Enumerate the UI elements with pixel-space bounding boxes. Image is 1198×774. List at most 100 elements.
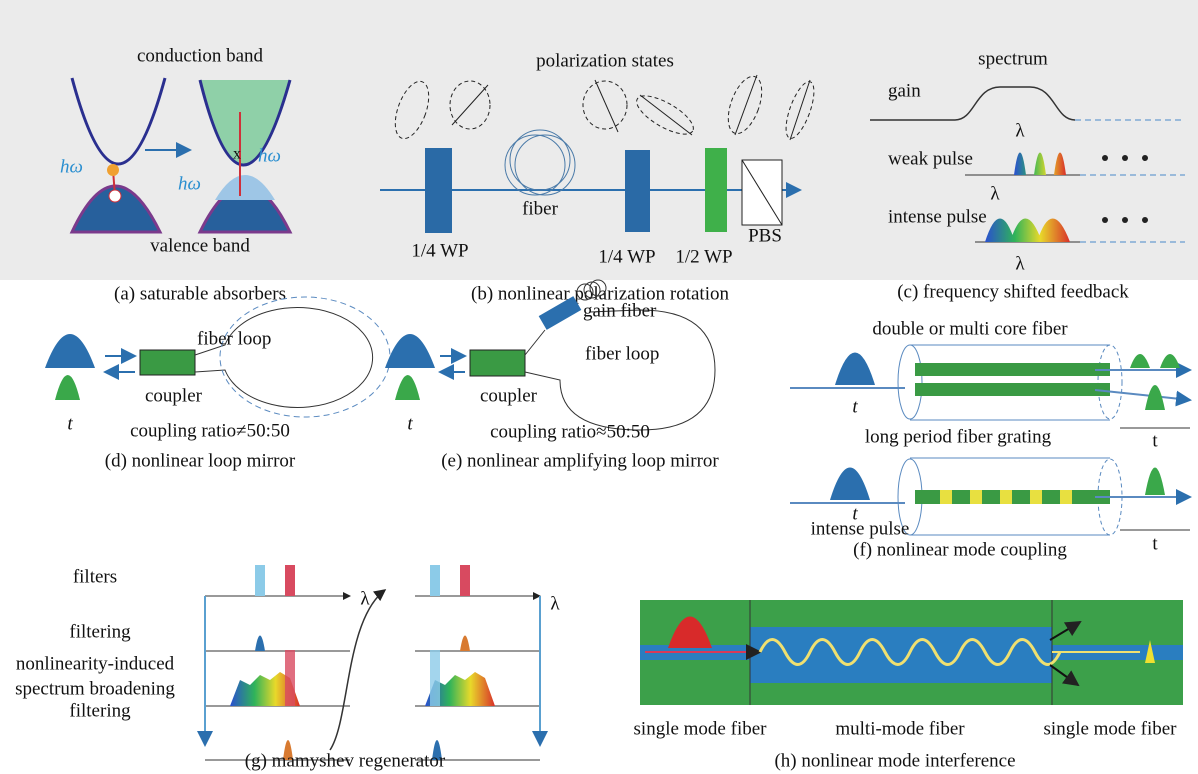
amplifying-loop-mirror-part	[525, 310, 715, 430]
label: single mode fiber	[1044, 718, 1178, 739]
label: coupler	[480, 385, 538, 406]
label: 1/4 WP	[411, 240, 468, 261]
frequency-spectrum-part	[1122, 155, 1128, 161]
label: 1/4 WP	[598, 246, 655, 267]
mode-coupling-part	[898, 345, 922, 419]
loop-mirror-part	[55, 375, 80, 400]
label: λ	[360, 588, 370, 609]
loop-mirror	[45, 297, 390, 417]
label: multi-mode fiber	[835, 718, 965, 739]
polarization-setup-part	[625, 150, 650, 232]
label: λ	[1015, 253, 1025, 274]
mode-coupling-part	[915, 383, 1110, 396]
label: fiber	[522, 198, 559, 219]
panel-caption: (a) saturable absorbers	[114, 283, 286, 304]
label: nonlinearity-induced	[16, 653, 175, 674]
label: conduction band	[137, 45, 264, 66]
label: single mode fiber	[634, 718, 768, 739]
label: t	[1152, 430, 1158, 451]
label: t	[852, 396, 858, 417]
frequency-spectrum-part	[1102, 155, 1108, 161]
photon-label: hω	[258, 145, 281, 166]
mamyshev-diagram	[205, 565, 540, 760]
loop-mirror-part	[220, 297, 390, 417]
loop-mirror-part	[195, 307, 373, 407]
label: λ	[990, 183, 1000, 204]
label: t	[1152, 533, 1158, 554]
label: valence band	[150, 235, 250, 256]
label: gain fiber	[583, 300, 657, 321]
label: spectrum	[978, 48, 1048, 69]
mamyshev-diagram-part	[255, 565, 265, 596]
band-diagram-part: x	[233, 146, 241, 163]
label: double or multi core fiber	[872, 318, 1068, 339]
polarization-setup-part	[425, 148, 452, 233]
label: filtering	[69, 700, 131, 721]
mamyshev-diagram-part	[430, 650, 440, 706]
frequency-spectrum-part	[1122, 217, 1128, 223]
photon-label: hω	[60, 156, 83, 177]
mode-coupling-part	[1145, 468, 1165, 496]
label: t	[407, 413, 413, 434]
frequency-spectrum-part	[1142, 155, 1148, 161]
mode-coupling-part	[1030, 490, 1042, 504]
mode-coupling-part	[1130, 354, 1180, 410]
frequency-spectrum-part	[1142, 217, 1148, 223]
polarization-setup-part	[705, 148, 727, 232]
label: 1/2 WP	[675, 246, 732, 267]
panel-caption: (e) nonlinear amplifying loop mirror	[441, 450, 719, 471]
page: x conduction band valence band hω hω hω …	[0, 0, 1198, 774]
panel-caption: (c) frequency shifted feedback	[897, 281, 1129, 302]
label: coupling ratio≈50:50	[490, 421, 650, 442]
label: polarization states	[536, 50, 674, 71]
band-diagram-part	[107, 164, 119, 176]
mode-coupling-part	[1000, 490, 1012, 504]
panel-caption: (h) nonlinear mode interference	[774, 750, 1015, 771]
label: λ	[1015, 120, 1025, 141]
label: intense pulse	[811, 518, 910, 539]
frequency-spectrum-part	[1014, 153, 1066, 176]
frequency-spectrum-part	[1102, 217, 1108, 223]
panel-caption: (d) nonlinear loop mirror	[105, 450, 296, 471]
amplifying-loop-mirror-part	[470, 350, 525, 376]
label: PBS	[748, 225, 782, 246]
panel-caption: (g) mamyshev regenerator	[245, 750, 446, 771]
mode-coupling-part	[835, 353, 875, 386]
label: fiber loop	[585, 343, 659, 364]
mamyshev-diagram-part	[285, 650, 295, 706]
label: weak pulse	[888, 148, 973, 169]
mode-interference	[640, 600, 1183, 705]
mode-coupling-part	[915, 363, 1110, 376]
label: intense pulse	[888, 206, 987, 227]
band-diagram-part	[109, 190, 121, 202]
label: fiber loop	[197, 328, 271, 349]
mamyshev-diagram-part	[255, 636, 265, 652]
photon-label: hω	[178, 173, 201, 194]
mamyshev-diagram-part	[330, 590, 385, 750]
mode-coupling-part	[1098, 345, 1122, 419]
label: t	[67, 413, 73, 434]
label: coupling ratio≠50:50	[130, 420, 290, 441]
mamyshev-diagram-part	[460, 565, 470, 596]
mamyshev-diagram-part	[430, 565, 440, 596]
frequency-spectrum-part	[985, 219, 1070, 243]
mode-coupling-part	[970, 490, 982, 504]
label: filters	[73, 566, 117, 587]
mode-coupling-part	[830, 468, 870, 501]
amplifying-loop-mirror-part	[395, 375, 420, 400]
panel-caption: (f) nonlinear mode coupling	[853, 539, 1067, 560]
mode-interference-part	[750, 627, 1052, 683]
mode-coupling-part	[1060, 490, 1072, 504]
label: spectrum broadening	[15, 678, 175, 699]
mode-coupling-part	[910, 345, 1110, 420]
label: gain	[888, 80, 921, 101]
label: filtering	[69, 621, 131, 642]
label: coupler	[145, 385, 203, 406]
mode-coupling-part	[940, 490, 952, 504]
loop-mirror-part	[45, 334, 95, 368]
mamyshev-diagram-part	[285, 565, 295, 596]
mamyshev-diagram-part	[460, 636, 470, 652]
label: long period fiber grating	[865, 426, 1052, 447]
loop-mirror-part	[140, 350, 195, 375]
label: λ	[550, 593, 560, 614]
